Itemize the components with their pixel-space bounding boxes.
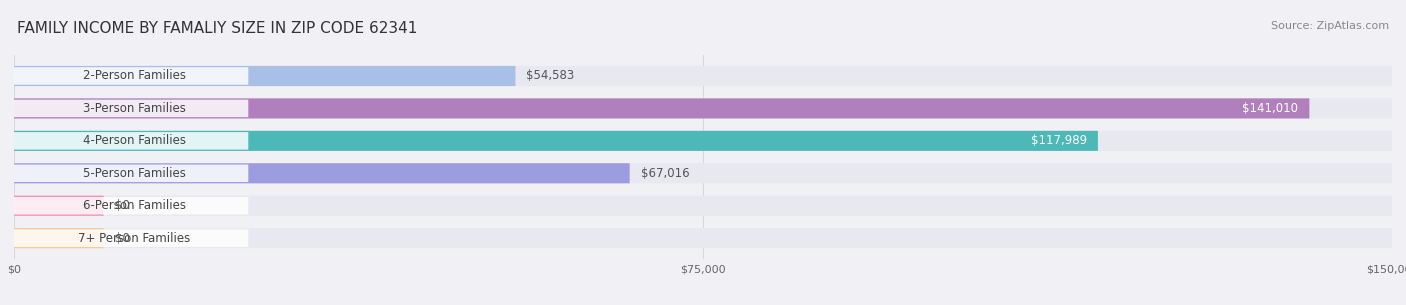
FancyBboxPatch shape [14, 66, 1392, 86]
Text: 5-Person Families: 5-Person Families [83, 167, 186, 180]
FancyBboxPatch shape [14, 163, 630, 183]
Text: $67,016: $67,016 [641, 167, 689, 180]
Text: 2-Person Families: 2-Person Families [83, 70, 186, 82]
FancyBboxPatch shape [14, 131, 1098, 151]
Text: $141,010: $141,010 [1243, 102, 1298, 115]
Text: 6-Person Families: 6-Person Families [83, 199, 186, 212]
FancyBboxPatch shape [14, 163, 1392, 183]
Text: $117,989: $117,989 [1031, 135, 1087, 147]
FancyBboxPatch shape [14, 99, 1309, 118]
FancyBboxPatch shape [14, 196, 1392, 216]
Text: $0: $0 [115, 199, 129, 212]
FancyBboxPatch shape [14, 99, 1392, 118]
Text: FAMILY INCOME BY FAMALIY SIZE IN ZIP CODE 62341: FAMILY INCOME BY FAMALIY SIZE IN ZIP COD… [17, 21, 418, 36]
FancyBboxPatch shape [14, 228, 104, 248]
Text: 7+ Person Families: 7+ Person Families [79, 232, 191, 245]
FancyBboxPatch shape [14, 196, 104, 216]
Text: $0: $0 [115, 232, 129, 245]
FancyBboxPatch shape [7, 132, 249, 150]
FancyBboxPatch shape [14, 228, 1392, 248]
FancyBboxPatch shape [7, 100, 249, 117]
FancyBboxPatch shape [7, 164, 249, 182]
Text: 3-Person Families: 3-Person Families [83, 102, 186, 115]
FancyBboxPatch shape [14, 66, 516, 86]
FancyBboxPatch shape [7, 197, 249, 214]
Text: 4-Person Families: 4-Person Families [83, 135, 186, 147]
FancyBboxPatch shape [7, 67, 249, 85]
Text: Source: ZipAtlas.com: Source: ZipAtlas.com [1271, 21, 1389, 31]
FancyBboxPatch shape [7, 229, 249, 247]
FancyBboxPatch shape [14, 131, 1392, 151]
Text: $54,583: $54,583 [526, 70, 575, 82]
